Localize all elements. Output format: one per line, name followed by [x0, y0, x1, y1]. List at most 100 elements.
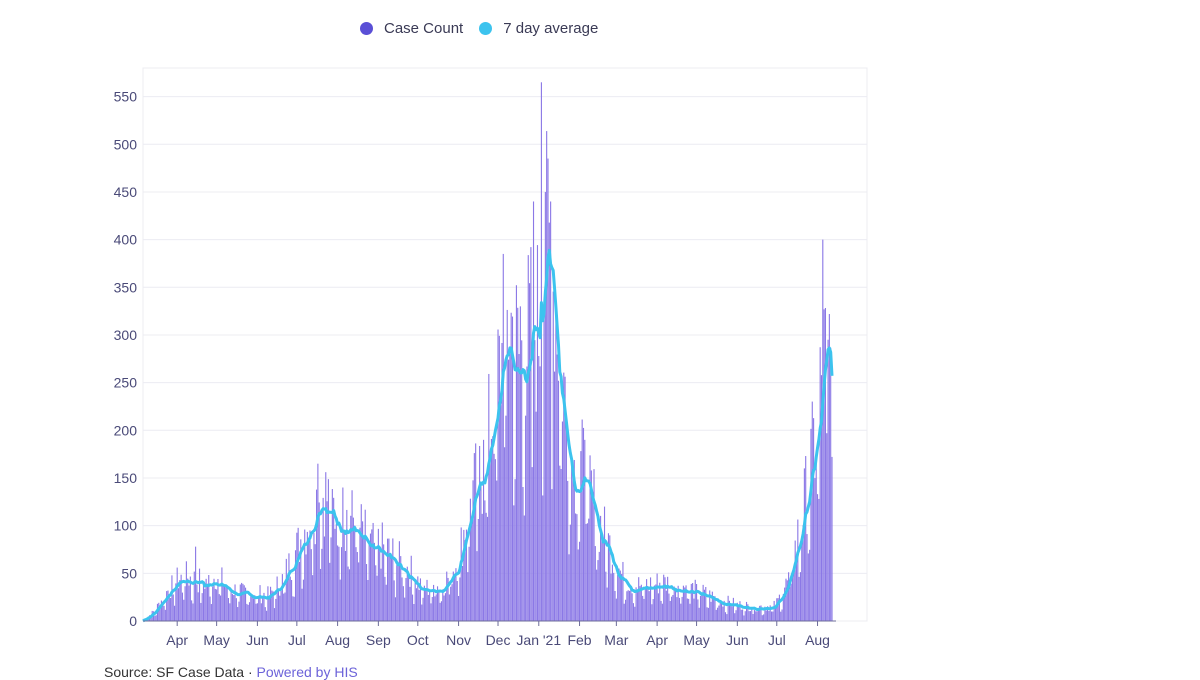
case-count-bar	[242, 583, 244, 621]
y-tick-label: 450	[114, 184, 138, 200]
case-count-bar	[743, 615, 745, 621]
case-count-bar	[511, 316, 514, 621]
case-count-bar	[296, 532, 298, 621]
case-count-bar	[216, 589, 218, 621]
case-count-bar	[269, 586, 272, 621]
case-count-bar	[402, 586, 404, 621]
case-count-bar	[430, 603, 432, 621]
case-count-bar	[289, 576, 291, 621]
case-count-bar	[254, 595, 256, 621]
case-count-bar	[163, 605, 165, 621]
case-count-bar	[529, 283, 531, 621]
case-count-bar	[506, 309, 508, 621]
case-count-bar	[514, 479, 516, 621]
case-count-bar	[220, 595, 222, 621]
case-count-bar	[486, 516, 489, 621]
case-count-bar	[820, 375, 823, 621]
case-count-bar	[690, 583, 692, 621]
case-count-bar	[376, 575, 378, 621]
case-count-bar	[154, 615, 156, 621]
source-text: Source: SF Case Data ·	[104, 664, 253, 680]
case-count-bar	[260, 603, 262, 621]
case-count-bar	[237, 607, 239, 621]
y-tick-label: 400	[114, 232, 138, 248]
case-count-bar	[598, 551, 600, 621]
case-count-bar	[580, 451, 582, 621]
case-count-bar	[465, 529, 468, 621]
case-count-bar	[222, 586, 224, 621]
case-count-bar	[188, 585, 190, 621]
case-count-bar	[786, 580, 788, 621]
case-count-bar	[385, 584, 387, 621]
case-count-bar	[181, 592, 184, 621]
chart-legend: Case Count 7 day average	[360, 20, 598, 37]
case-count-bar	[205, 578, 207, 621]
case-count-bar	[827, 339, 829, 621]
seven-day-average-line	[142, 248, 834, 623]
case-count-bar	[473, 453, 475, 621]
case-count-bar	[719, 600, 721, 621]
source-link[interactable]: Powered by HIS	[256, 664, 358, 680]
case-count-bar	[314, 544, 316, 621]
case-count-bar	[831, 456, 833, 621]
y-tick-label: 350	[114, 279, 138, 295]
case-count-bar	[168, 596, 170, 621]
case-count-bar	[694, 579, 696, 621]
case-count-bar	[283, 593, 285, 621]
case-count-bar	[681, 596, 683, 621]
case-count-bar	[702, 584, 704, 621]
case-count-bar	[763, 614, 765, 621]
case-count-bar	[243, 585, 245, 621]
legend-seven-day-average[interactable]: 7 day average	[479, 20, 598, 37]
case-count-bar	[613, 572, 615, 621]
case-count-bar	[657, 593, 659, 621]
case-count-bar	[271, 590, 273, 621]
case-count-bar	[507, 359, 510, 621]
case-count-bar	[210, 604, 212, 621]
case-count-bar	[627, 590, 629, 621]
case-count-bar	[785, 578, 787, 621]
case-count-bar	[197, 592, 199, 621]
y-tick-label: 100	[114, 518, 138, 534]
case-count-bar	[527, 255, 529, 621]
case-count-bar	[504, 447, 506, 621]
case-count-bar	[459, 577, 461, 621]
case-count-bar	[678, 597, 681, 621]
case-count-bar	[329, 562, 331, 621]
case-count-bar	[460, 527, 462, 621]
case-count-bar	[730, 605, 732, 621]
x-tick-label: Dec	[486, 632, 511, 648]
case-count-bar	[560, 469, 562, 621]
case-count-bar	[484, 500, 486, 621]
case-count-bar	[362, 521, 364, 621]
case-count-bar	[235, 598, 237, 621]
case-count-bar	[713, 596, 715, 621]
y-tick-label: 200	[114, 422, 138, 438]
case-count-bar	[213, 578, 215, 621]
y-tick-label: 0	[129, 613, 137, 629]
case-count-bar	[739, 601, 741, 621]
case-count-bar	[310, 549, 312, 621]
case-count-bar	[557, 380, 560, 621]
case-count-bar	[551, 489, 553, 621]
case-count-bar	[555, 307, 557, 621]
case-count-bar	[297, 527, 299, 621]
case-count-bar	[419, 578, 421, 621]
case-count-bar	[415, 588, 418, 621]
case-count-bar	[233, 595, 235, 621]
case-count-bar	[770, 611, 773, 621]
case-count-bar	[601, 536, 603, 621]
case-count-bar	[768, 611, 770, 621]
case-count-legend-icon	[360, 22, 373, 35]
case-count-bar	[333, 497, 335, 621]
case-count-bar	[814, 478, 816, 621]
case-count-bar	[572, 468, 574, 621]
case-count-bar	[183, 599, 185, 621]
case-count-bar	[692, 583, 694, 621]
legend-case-count[interactable]: Case Count	[360, 20, 463, 37]
case-count-bar	[343, 530, 345, 621]
case-count-bar	[291, 579, 293, 621]
case-count-bar	[731, 606, 733, 621]
case-count-bar	[742, 609, 744, 621]
